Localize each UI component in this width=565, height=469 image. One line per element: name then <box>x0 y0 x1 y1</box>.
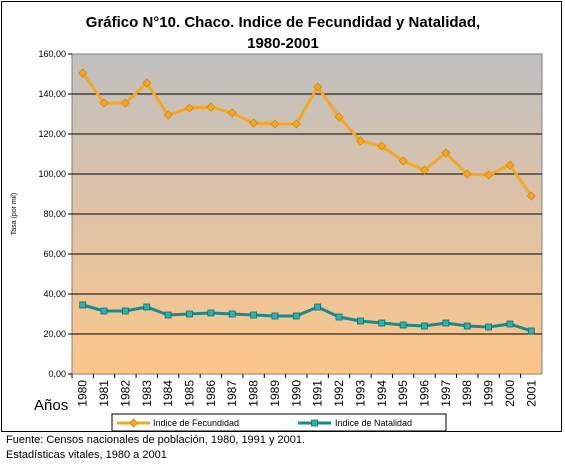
data-point-natalidad <box>207 309 215 317</box>
legend-marker-fecundidad <box>128 418 139 428</box>
series-line-natalidad <box>82 303 532 333</box>
chart-title-line2: 1980-2001 <box>247 35 319 52</box>
data-point-fecundidad <box>291 119 301 129</box>
data-point-fecundidad <box>270 119 280 129</box>
data-point-fecundidad <box>462 169 472 179</box>
legend-marker-natalidad <box>311 419 318 427</box>
x-tick-label: 1996 <box>418 380 432 407</box>
data-point-fecundidad <box>355 136 365 146</box>
data-point-fecundidad <box>120 98 130 108</box>
data-point-natalidad <box>100 307 108 315</box>
data-point-fecundidad <box>484 170 494 180</box>
data-point-natalidad <box>314 303 322 311</box>
data-point-natalidad <box>378 319 386 327</box>
x-tick-label: 1999 <box>482 380 496 407</box>
data-point-natalidad <box>335 313 343 321</box>
y-tick-label: 20,00 <box>43 329 66 339</box>
data-point-natalidad <box>527 327 535 335</box>
x-tick-label: 1992 <box>332 380 346 407</box>
chart: Gráfico N°10. Chaco. Indice de Fecundida… <box>11 14 543 432</box>
data-point-natalidad <box>250 311 257 319</box>
y-tick-label: 120,00 <box>38 129 66 139</box>
y-tick-label: 100,00 <box>38 169 66 179</box>
x-tick-label: 1995 <box>396 380 410 407</box>
data-point-fecundidad <box>441 148 451 158</box>
y-tick-label: 160,00 <box>38 49 66 59</box>
x-tick-label: 1994 <box>375 380 389 407</box>
data-point-natalidad <box>506 320 514 328</box>
x-tick-label: 1986 <box>204 380 218 407</box>
y-axis-ticks: 0,00 20,00 40,00 60,00 80,00 100,00 120,00 140,… <box>38 49 72 379</box>
legend: Indice de Fecundidad Indice de Natalidad <box>111 413 447 432</box>
data-point-fecundidad <box>334 112 344 122</box>
data-point-natalidad <box>463 322 471 330</box>
data-point-natalidad <box>485 323 492 331</box>
x-tick-label: 1998 <box>460 380 474 407</box>
y-tick-label: 0,00 <box>48 369 66 379</box>
data-point-fecundidad <box>142 78 152 88</box>
data-point-natalidad <box>271 312 279 320</box>
x-tick-label: 1985 <box>183 380 197 407</box>
data-point-natalidad <box>143 303 151 311</box>
data-point-fecundidad <box>313 82 323 92</box>
data-point-fecundidad <box>163 110 173 120</box>
data-point-fecundidad <box>99 98 109 108</box>
x-tick-label: 1997 <box>439 380 453 407</box>
data-point-natalidad <box>421 322 428 330</box>
source-note: Fuente: Censos nacionales de población, … <box>6 433 305 463</box>
x-axis-ticks: 1980 1981 1982 1983 1984 1985 1986 1987 1988 1989… <box>71 374 538 407</box>
x-tick-label: 1988 <box>247 380 261 407</box>
data-point-fecundidad <box>398 156 408 166</box>
data-point-fecundidad <box>526 191 536 201</box>
data-point-natalidad <box>357 317 364 325</box>
x-tick-label: 2001 <box>524 380 538 407</box>
y-tick-label: 60,00 <box>43 249 66 259</box>
x-tick-label: 1991 <box>311 380 325 407</box>
data-point-natalidad <box>399 321 407 329</box>
x-tick-label: 1989 <box>268 380 282 407</box>
x-tick-label: 1981 <box>97 380 111 407</box>
data-point-natalidad <box>186 310 193 318</box>
data-point-natalidad <box>122 307 129 315</box>
legend-box <box>111 413 447 432</box>
source-line-1: Fuente: Censos nacionales de población, … <box>6 434 306 446</box>
series-lines <box>78 68 536 335</box>
y-axis-label: Tasa (por mil) <box>11 193 18 235</box>
x-axis-label: Años <box>34 397 68 414</box>
data-point-natalidad <box>164 311 172 319</box>
data-point-fecundidad <box>78 68 88 78</box>
x-tick-label: 1987 <box>225 380 239 407</box>
chart-title-line1: Gráfico N°10. Chaco. Indice de Fecundida… <box>86 14 480 31</box>
y-tick-label: 80,00 <box>43 209 66 219</box>
x-tick-label: 1983 <box>140 380 154 407</box>
legend-label-natalidad: Indice de Natalidad <box>335 418 412 428</box>
x-tick-label: 2000 <box>503 380 517 407</box>
data-point-natalidad <box>292 312 300 320</box>
data-point-fecundidad <box>505 160 515 170</box>
y-tick-label: 40,00 <box>43 289 66 299</box>
source-line-2: Estadísticas vitales, 1980 a 2001 <box>6 449 167 461</box>
x-tick-label: 1993 <box>353 380 367 407</box>
data-point-natalidad <box>228 310 236 318</box>
x-tick-label: 1984 <box>161 380 175 407</box>
data-point-fecundidad <box>206 102 216 112</box>
legend-label-fecundidad: Indice de Fecundidad <box>153 418 239 428</box>
data-point-fecundidad <box>227 108 237 118</box>
data-point-fecundidad <box>377 141 387 151</box>
x-tick-label: 1982 <box>118 380 132 407</box>
y-tick-label: 140,00 <box>38 89 66 99</box>
data-point-fecundidad <box>249 118 259 128</box>
data-point-fecundidad <box>184 103 195 113</box>
series-line-fecundidad <box>81 72 533 197</box>
x-tick-label: 1980 <box>76 380 90 407</box>
data-point-natalidad <box>79 301 87 309</box>
data-point-natalidad <box>442 319 450 327</box>
x-tick-label: 1990 <box>289 380 303 407</box>
data-point-fecundidad <box>419 165 430 175</box>
